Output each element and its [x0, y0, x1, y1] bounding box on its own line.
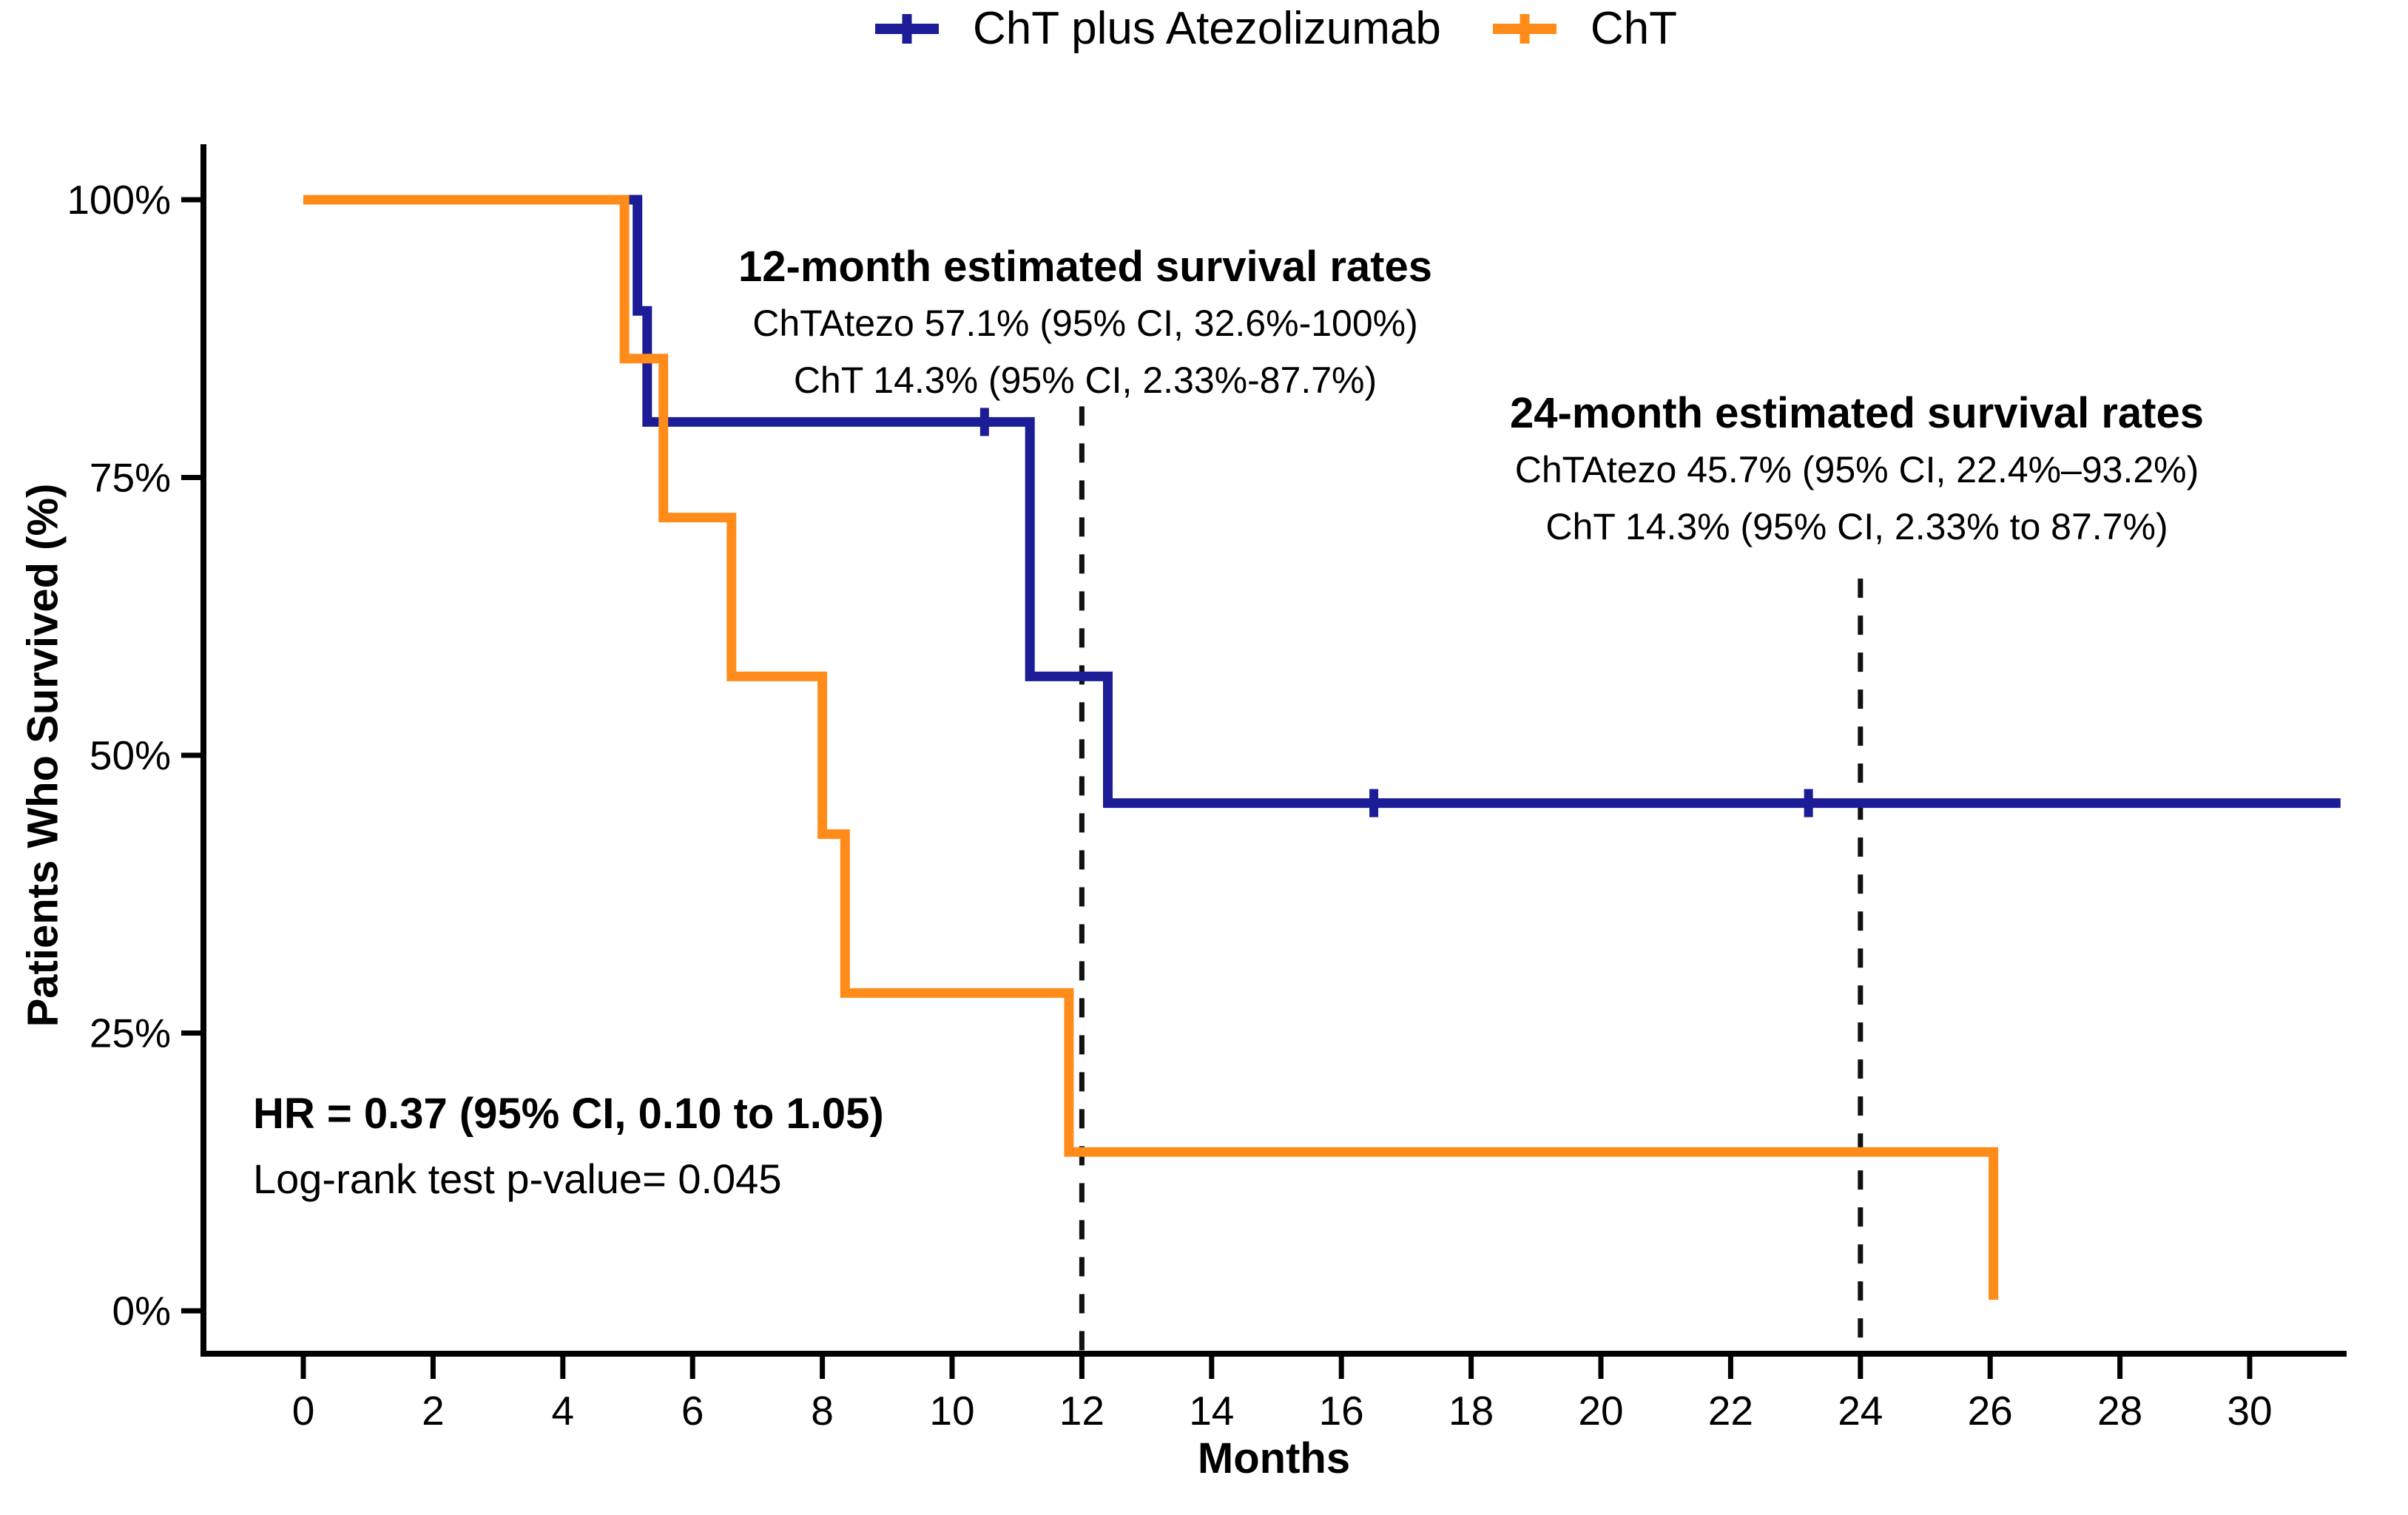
annotation-24-month: 24-month estimated survival rates ChTAte…: [1510, 385, 2204, 556]
legend-label-cht: ChT: [1590, 3, 1678, 54]
annotation-24-month-title: 24-month estimated survival rates: [1509, 389, 2205, 437]
x-axis-title: Months: [1197, 1434, 1351, 1482]
x-axis-tick-label: 28: [2097, 1388, 2142, 1434]
legend: ChT plus Atezolizumab ChT: [200, 6, 2353, 52]
annotation-12-month-atezo-rate: ChTAtezo 57.1% (95% CI, 32.6%-100%): [752, 303, 1418, 344]
x-axis-tick-label: 30: [2227, 1388, 2272, 1434]
annotation-24-month-atezo-rate: ChTAtezo 45.7% (95% CI, 22.4%–93.2%): [1514, 449, 2199, 490]
x-axis-tick-label: 22: [1708, 1388, 1753, 1434]
y-axis-tick-label: 75%: [90, 455, 171, 501]
x-axis-tick-label: 26: [1968, 1388, 2013, 1434]
x-axis-tick-label: 16: [1319, 1388, 1364, 1434]
x-axis-tick-label: 12: [1059, 1388, 1104, 1434]
x-axis-tick-label: 24: [1838, 1388, 1883, 1434]
annotation-12-month-cht-rate: ChT 14.3% (95% CI, 2.33%-87.7%): [793, 360, 1377, 401]
legend-item-cht: ChT: [1492, 3, 1678, 54]
legend-marker-vbar: [902, 14, 912, 44]
legend-marker-cht-icon: [1492, 14, 1557, 44]
survival-curve-cht-atezolizumab: [303, 195, 2341, 809]
x-axis-tick-label: 8: [811, 1388, 834, 1434]
annotation-statistics: HR = 0.37 (95% CI, 0.10 to 1.05) Log-ran…: [253, 1082, 884, 1212]
survival-curve-cht: [303, 195, 1999, 1300]
y-axis-tick-label: 50%: [90, 732, 171, 778]
y-axis-tick-label: 0%: [112, 1288, 172, 1334]
annotation-12-month: 12-month estimated survival rates ChTAte…: [738, 238, 1432, 409]
x-axis-tick-label: 0: [292, 1388, 315, 1434]
legend-marker-cht-atezolizumab-icon: [874, 14, 939, 44]
y-axis-tick-label: 25%: [90, 1010, 171, 1056]
x-axis-tick-label: 4: [552, 1388, 575, 1434]
x-axis-tick-label: 6: [681, 1388, 704, 1434]
legend-label-cht-atezolizumab: ChT plus Atezolizumab: [972, 3, 1441, 54]
x-axis-tick-label: 2: [422, 1388, 445, 1434]
hazard-ratio-text: HR = 0.37 (95% CI, 0.10 to 1.05): [253, 1090, 884, 1138]
x-axis-tick-label: 14: [1189, 1388, 1234, 1434]
x-axis-tick-label: 18: [1448, 1388, 1494, 1434]
annotation-24-month-cht-rate: ChT 14.3% (95% CI, 2.33% to 87.7%): [1545, 506, 2168, 547]
x-axis-tick-label: 20: [1578, 1388, 1623, 1434]
y-axis-tick-label: 100%: [67, 177, 171, 223]
x-axis-tick-label: 10: [929, 1388, 974, 1434]
annotation-12-month-title: 12-month estimated survival rates: [738, 243, 1433, 291]
log-rank-text: Log-rank test p-value= 0.045: [253, 1155, 782, 1202]
legend-item-cht-atezolizumab: ChT plus Atezolizumab: [874, 3, 1441, 54]
legend-marker-vbar: [1520, 14, 1530, 44]
